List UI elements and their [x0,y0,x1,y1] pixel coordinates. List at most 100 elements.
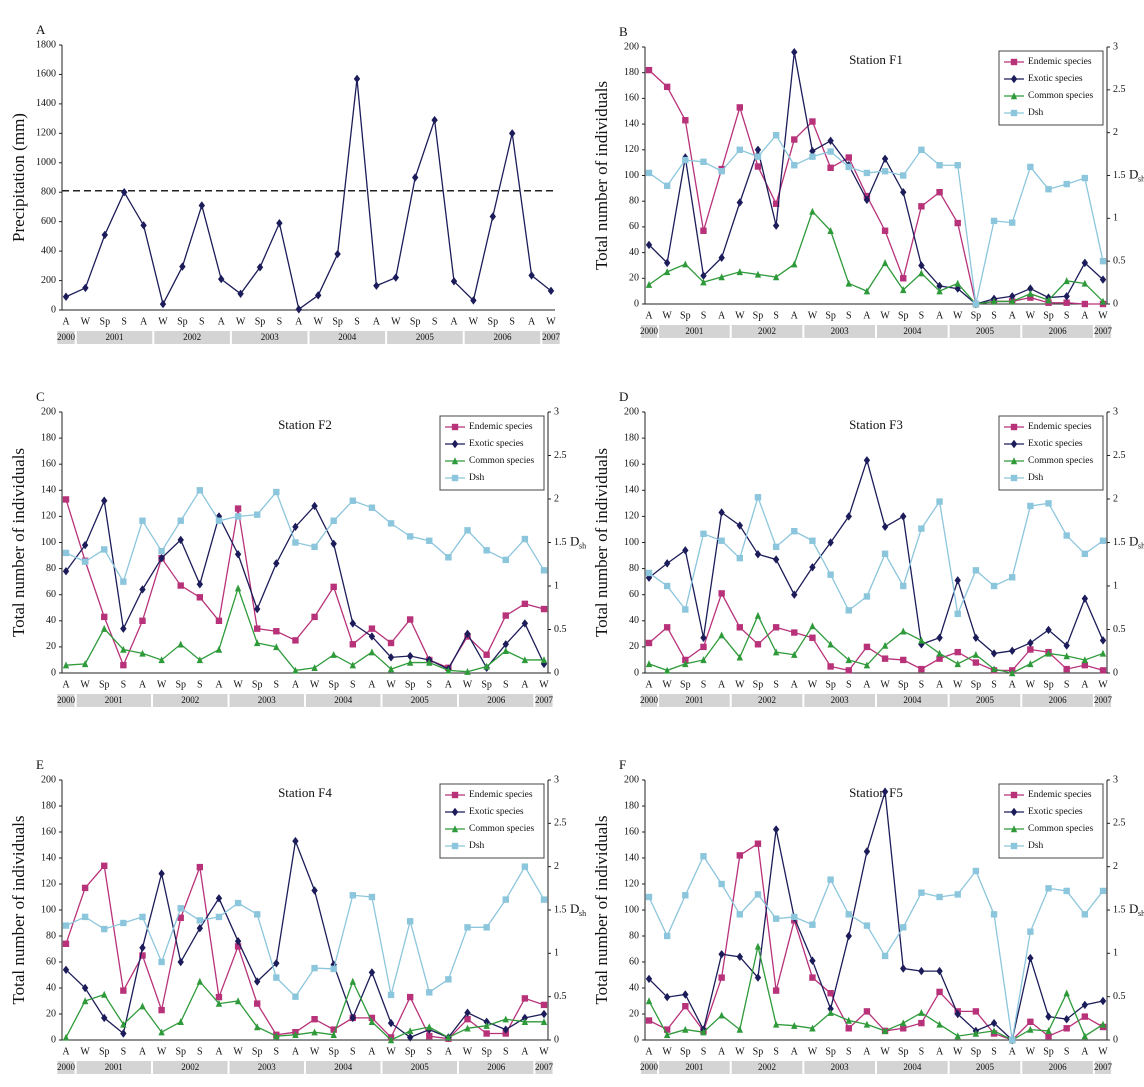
panel-label: F [619,757,626,772]
data-point [881,550,889,558]
y-tick-label: 160 [624,93,639,104]
data-point [483,651,490,658]
data-point [387,639,395,647]
data-point [81,913,89,921]
data-point [845,1016,852,1024]
data-point [700,271,707,280]
data-point [718,950,725,959]
x-tick-label: S [991,1046,997,1057]
data-point [1045,186,1052,193]
x-tick-label: W [463,679,473,690]
data-point [368,1018,376,1025]
data-point [368,632,376,641]
y-tick-label: 160 [41,458,56,469]
data-point [311,543,318,551]
data-point [1081,1000,1089,1010]
x-tick-label: W [1098,1046,1108,1057]
data-point [990,217,998,225]
legend-marker [1010,92,1018,100]
x-tick-label: Sp [825,679,836,690]
series-line [65,489,545,584]
legend-marker [451,791,459,799]
data-point [718,590,725,597]
y-tick-label: 20 [46,641,56,652]
data-point [791,913,798,921]
data-point [215,913,223,921]
data-point [645,169,653,177]
series-line [648,458,1104,655]
data-point [158,1028,165,1036]
data-point [254,639,261,647]
y-tick-label: 200 [624,406,639,417]
data-point [863,922,871,929]
data-point [196,594,204,601]
year-band [1094,694,1112,707]
data-point [972,633,980,642]
data-point [1099,667,1107,674]
data-point [101,862,108,869]
data-point [368,968,376,977]
data-point [754,145,762,154]
year-label: 2000 [640,1062,659,1072]
data-point [663,559,671,568]
data-point [954,219,961,227]
data-point [121,188,128,197]
y-tick-label: 100 [624,904,639,915]
legend-marker [1010,474,1018,482]
data-point [791,590,798,599]
x-tick-label: A [373,316,381,327]
data-point [1027,294,1034,301]
y-tick-label: 1000 [36,157,56,168]
data-point [368,648,376,656]
data-point [464,527,471,534]
legend-marker [1010,807,1018,817]
legend-label: Common species [469,824,534,834]
x-tick-label: S [432,316,438,327]
data-point [464,1008,471,1017]
panel-label: C [36,389,45,404]
legend-marker [451,807,459,817]
x-tick-label: A [718,1046,726,1057]
data-point [918,889,925,896]
panel-title: Station F3 [849,417,903,432]
year-band [154,331,230,344]
data-point [1027,638,1034,648]
year-band [306,1061,381,1074]
year-label: 2004 [334,695,353,705]
x-tick-label: W [310,679,320,690]
data-point [772,200,780,207]
x-tick-label: Sp [753,1046,764,1057]
legend-marker [451,842,459,850]
legend-marker [451,439,459,449]
x-tick-label: A [718,310,726,321]
data-point [1063,1015,1070,1024]
data-point [387,1036,395,1044]
x-tick-label: S [274,679,280,690]
y-tick-label: 120 [41,511,56,522]
data-point [540,1018,548,1025]
x-tick-label: Sp [100,316,111,327]
data-point [120,578,127,585]
x-tick-label: W [1098,679,1108,690]
data-point [273,559,280,568]
data-point [845,163,852,171]
data-point [1027,1018,1034,1025]
x-tick-label: W [81,316,91,327]
data-point [936,966,943,976]
year-label: 2005 [976,326,995,336]
data-point [101,496,108,505]
data-point [406,658,414,666]
year-label: 2000 [57,1062,76,1072]
x-tick-label: S [919,1046,925,1057]
data-point [387,520,395,527]
data-point [254,511,261,518]
data-point [330,583,337,591]
data-point [754,840,762,847]
year-band [57,694,75,707]
year-label: 2005 [976,695,995,705]
data-point [881,259,889,267]
data-point [62,549,70,557]
data-point [177,957,184,967]
x-tick-label: Sp [99,679,110,690]
y-tick-label: 200 [41,406,56,417]
